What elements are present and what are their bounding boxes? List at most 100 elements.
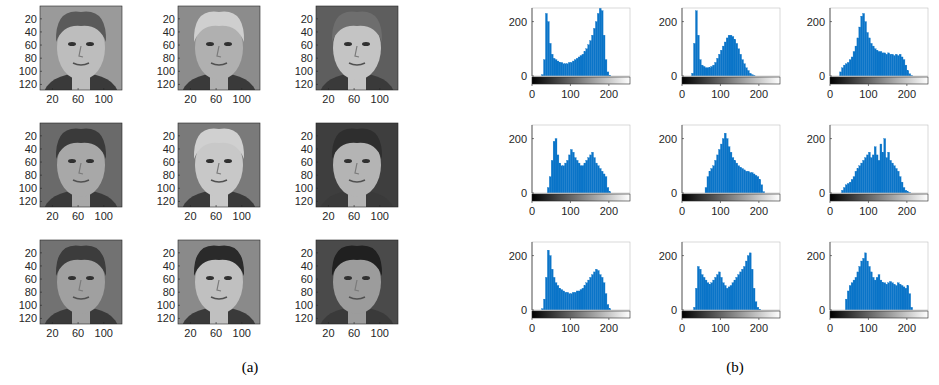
hair: [56, 12, 106, 42]
hist-bar: [555, 139, 557, 193]
x-tick-label: 20: [184, 327, 196, 339]
hist-bar: [557, 286, 559, 310]
hist-bar: [855, 277, 857, 310]
hist-bar: [722, 46, 724, 76]
hist-bar: [893, 166, 895, 193]
x-tick: [570, 201, 571, 203]
x-tick-label: 100: [561, 88, 579, 100]
x-tick: [682, 318, 683, 320]
x-tick-label: 200: [898, 205, 916, 217]
hist-bar: [880, 144, 882, 193]
y-tick-label: 120: [295, 312, 313, 324]
hist-bar: [847, 183, 849, 193]
x-tick: [608, 201, 609, 203]
hist-bar: [857, 272, 859, 310]
y-tick: [40, 252, 42, 253]
hist-bar: [757, 177, 759, 193]
y-tick-label: 60: [25, 156, 37, 168]
hist-bar: [547, 188, 549, 193]
hist-bar: [897, 56, 899, 76]
y-tick: [682, 193, 684, 194]
hist-bar: [843, 188, 845, 193]
hist-bar: [867, 261, 869, 310]
y-tick-label: 200: [807, 16, 825, 28]
y-tick: [532, 255, 534, 256]
hist-bar: [742, 169, 744, 193]
x-tick-label: 0: [529, 322, 535, 334]
y-tick-label: 200: [659, 16, 677, 28]
hist-bar: [724, 133, 726, 193]
hist-bar: [884, 139, 886, 193]
mouth: [211, 63, 227, 65]
hist-bar: [743, 170, 745, 193]
gray-colorbar: [682, 311, 780, 318]
hist-bar: [701, 65, 703, 76]
x-tick: [354, 322, 355, 324]
hist-bar: [845, 185, 847, 193]
plot-area: [830, 125, 928, 193]
hist-bar: [697, 35, 699, 76]
y-tick: [40, 292, 42, 293]
x-tick-label: 100: [233, 210, 251, 222]
image-background: [316, 123, 398, 207]
hist-bar: [745, 171, 747, 193]
x-tick-label: 100: [711, 322, 729, 334]
x-tick-label: 60: [210, 210, 222, 222]
hair: [332, 12, 382, 42]
hair: [194, 12, 244, 42]
image-background: [178, 6, 260, 90]
y-tick: [316, 265, 318, 266]
y-tick-label: 80: [301, 286, 313, 298]
x-tick: [328, 205, 329, 207]
x-tick-label: 100: [371, 210, 389, 222]
y-tick: [178, 188, 180, 189]
y-tick-label: 80: [25, 52, 37, 64]
y-axis: [830, 8, 831, 76]
hist-bar: [849, 60, 851, 76]
y-tick-label: 80: [163, 286, 175, 298]
y-tick-label: 0: [819, 304, 825, 316]
hist-bar: [863, 13, 865, 76]
y-tick-label: 40: [25, 26, 37, 38]
image-panel: 206010020406080100120: [157, 123, 260, 232]
y-tick-label: 100: [19, 182, 37, 194]
y-tick-label: 120: [157, 195, 175, 207]
y-tick-label: 200: [659, 250, 677, 262]
hist-bar: [876, 155, 878, 193]
hist-bar: [707, 177, 709, 193]
x-tick-label: 20: [184, 93, 196, 105]
hist-bar: [545, 13, 547, 76]
x-tick-label: 100: [95, 93, 113, 105]
face-image: [316, 6, 398, 90]
hist-bar: [899, 177, 901, 193]
plot-area: [532, 125, 630, 193]
hist-bar: [720, 277, 722, 310]
histogram-panel: 01002000200: [509, 125, 630, 217]
y-tick-label: 200: [807, 133, 825, 145]
bars: [845, 253, 912, 310]
hist-bar: [728, 147, 730, 193]
image-frame: [178, 240, 260, 324]
hist-bar: [759, 179, 761, 193]
y-tick-label: 20: [163, 247, 175, 259]
y-tick-label: 40: [301, 143, 313, 155]
y-tick-label: 20: [25, 13, 37, 25]
hist-bar: [726, 139, 728, 193]
x-tick: [532, 84, 533, 86]
bars: [692, 11, 755, 76]
x-tick-label: 60: [348, 93, 360, 105]
y-tick-label: 60: [301, 39, 313, 51]
hist-bar: [561, 290, 563, 310]
y-tick-label: 100: [295, 182, 313, 194]
image-background: [178, 123, 260, 207]
hair: [194, 246, 244, 276]
eye: [224, 159, 232, 163]
hist-bar: [547, 250, 549, 310]
y-tick-label: 0: [819, 70, 825, 82]
hist-bar: [715, 277, 717, 310]
plot-frame: [532, 125, 630, 193]
mouth: [211, 297, 227, 299]
hist-bar: [563, 291, 565, 310]
y-tick-label: 20: [25, 247, 37, 259]
y-tick: [532, 138, 534, 139]
